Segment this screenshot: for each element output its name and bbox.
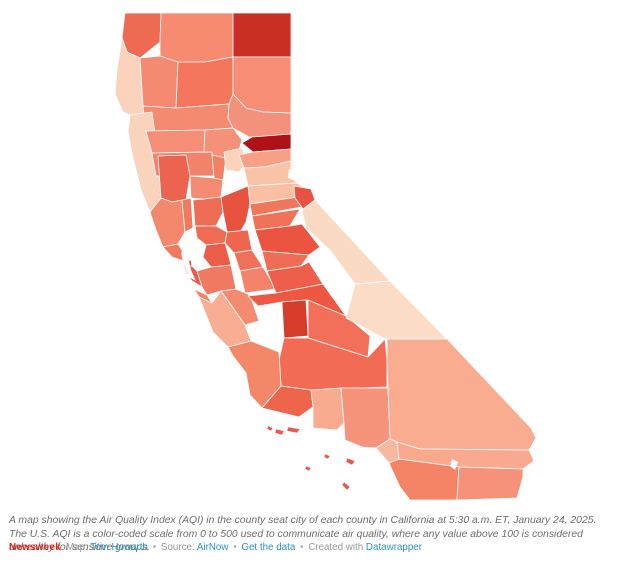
county-los-angeles[interactable]: Los Angeles (340, 387, 391, 449)
county-santa-clara[interactable]: Santa Clara (196, 264, 237, 296)
county-napa[interactable]: Napa (181, 197, 194, 233)
county-monterey[interactable]: Monterey (198, 290, 252, 348)
choropleth-svg: Del NorteSiskiyouModocHumboldtTrinitySha… (114, 12, 537, 501)
island-santa-rosa-island[interactable]: Santa Rosa Island (274, 428, 285, 436)
county-alameda[interactable]: Alameda (202, 242, 232, 268)
source-link[interactable]: AirNow (196, 542, 229, 553)
island-san-nicolas-island[interactable]: San Nicolas Island (304, 465, 312, 472)
datawrapper-link[interactable]: Datawrapper (365, 542, 423, 553)
source-label: Source: (160, 542, 195, 553)
county-contra-costa[interactable]: Contra Costa (194, 225, 228, 246)
county-sutter[interactable]: Sutter (211, 154, 227, 181)
california-aqi-map: Del NorteSiskiyouModocHumboldtTrinitySha… (114, 12, 537, 501)
county-solano[interactable]: Solano (192, 196, 224, 227)
county-san-bernardino[interactable]: San Bernardino (386, 338, 537, 451)
island-santa-cruz-island[interactable]: Santa Cruz Island (286, 426, 301, 434)
county-glenn[interactable]: Glenn (145, 129, 206, 154)
county-marin[interactable]: Marin (162, 243, 185, 262)
attribution-line: Newsweek Map: Tom Howarth • Source: AirNo… (9, 542, 616, 553)
county-kings[interactable]: Kings (281, 299, 309, 339)
county-trinity[interactable]: Trinity (139, 55, 179, 113)
county-plumas[interactable]: Plumas (227, 93, 292, 138)
island-santa-catalina-island[interactable]: Santa Catalina Island (345, 457, 356, 466)
county-tehama[interactable]: Tehama (142, 103, 234, 132)
county-siskiyou[interactable]: Siskiyou (159, 12, 234, 67)
county-sierra[interactable]: Sierra (241, 133, 292, 153)
county-sonoma[interactable]: Sonoma (149, 197, 186, 248)
county-ventura[interactable]: Ventura (310, 387, 345, 431)
separator-dot: • (152, 542, 157, 553)
newsweek-logo: Newsweek (9, 542, 61, 553)
lake-san-francisco-bay: San Francisco Bay (181, 252, 196, 281)
separator-dot: • (233, 542, 237, 553)
get-the-data-link[interactable]: Get the data (241, 542, 296, 553)
county-modoc[interactable]: Modoc (232, 12, 292, 58)
lake-lake-tahoe: Lake Tahoe (288, 169, 298, 181)
island-san-clemente-island[interactable]: San Clemente Island (341, 481, 351, 491)
island-santa-barbara-island[interactable]: Santa Barbara Island (323, 453, 331, 460)
county-yolo[interactable]: Yolo (189, 175, 224, 200)
county-sacramento[interactable]: Sacramento (220, 185, 251, 235)
county-madera[interactable]: Madera (266, 261, 324, 294)
county-del-norte[interactable]: Del Norte (121, 12, 162, 59)
county-imperial[interactable]: Imperial (456, 466, 524, 501)
county-shasta[interactable]: Shasta (175, 56, 234, 109)
county-yuba[interactable]: Yuba (223, 147, 248, 173)
map-credit-label: Map: (65, 542, 88, 553)
county-kern[interactable]: Kern (278, 337, 388, 391)
map-author-link[interactable]: Tom Howarth (90, 542, 149, 553)
separator-dot: • (300, 542, 304, 553)
island-san-miguel-island[interactable]: San Miguel Island (266, 425, 274, 432)
lake-salton-sea: Salton Sea (450, 459, 458, 470)
created-with-label: Created with (308, 542, 364, 553)
county-lake[interactable]: Lake (157, 154, 191, 203)
county-san-joaquin[interactable]: San Joaquin (224, 229, 253, 254)
map-caption: A map showing the Air Quality Index (AQI… (9, 515, 597, 554)
